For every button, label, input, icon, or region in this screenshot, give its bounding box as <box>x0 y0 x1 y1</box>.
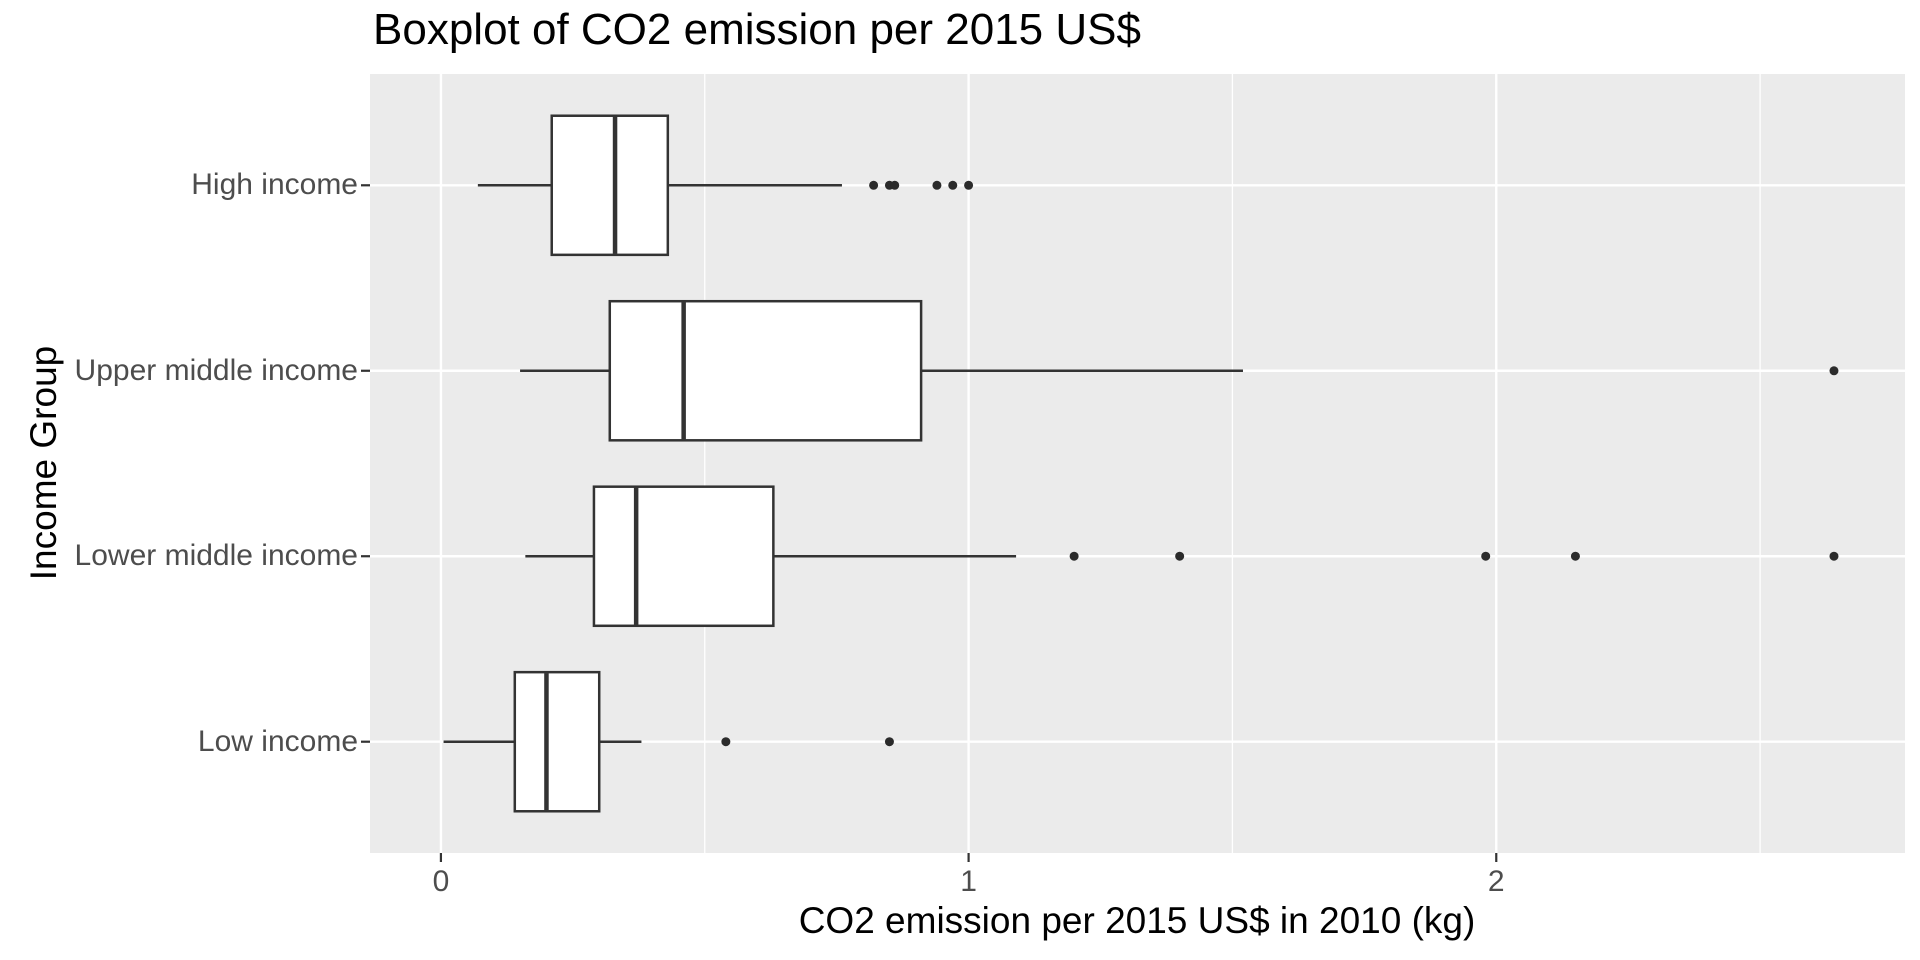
box-iqr <box>592 485 775 628</box>
outlier-point <box>964 180 974 190</box>
x-tick-label: 0 <box>432 865 450 898</box>
y-axis-category-label: Low income <box>197 724 358 758</box>
y-axis-category-label: High income <box>191 168 358 202</box>
outlier-point <box>1175 551 1185 561</box>
y-axis-category-label: Lower middle income <box>74 539 358 573</box>
outlier-point <box>932 180 942 190</box>
outlier-point <box>890 180 900 190</box>
outlier-point <box>948 180 958 190</box>
outlier-point <box>721 737 731 747</box>
box-iqr <box>550 114 670 257</box>
y-axis-category-label: Upper middle income <box>74 353 358 387</box>
y-axis-title: Income Group <box>23 345 64 581</box>
chart-title: Boxplot of CO2 emission per 2015 US$ <box>373 5 1141 54</box>
outlier-point <box>884 737 894 747</box>
outlier-point <box>1481 551 1491 561</box>
outlier-point <box>869 180 879 190</box>
outlier-point <box>1069 551 1079 561</box>
outlier-point <box>1570 551 1580 561</box>
box-iqr <box>608 299 923 442</box>
x-axis-title: CO2 emission per 2015 US$ in 2010 (kg) <box>798 900 1476 941</box>
x-tick-label: 1 <box>960 865 977 898</box>
outlier-point <box>1829 551 1839 561</box>
outlier-point <box>1829 366 1839 376</box>
x-tick-label: 2 <box>1487 865 1505 898</box>
box-iqr <box>513 670 601 813</box>
